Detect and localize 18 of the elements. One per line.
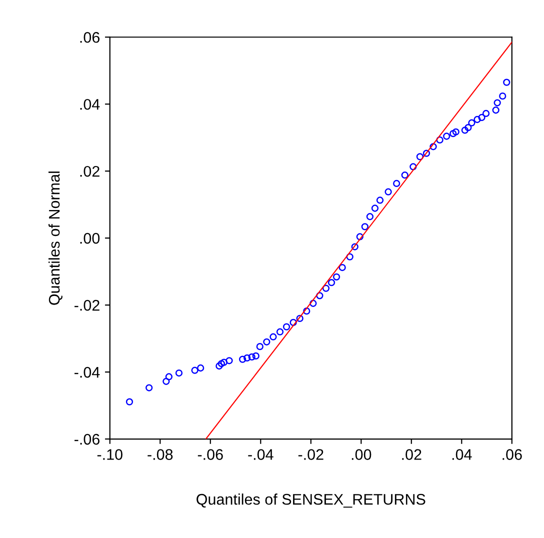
x-tick-label: .06 xyxy=(502,449,522,460)
y-tick-label: .02 xyxy=(80,166,100,177)
x-tick-label: -.10 xyxy=(97,449,122,460)
y-tick-label: .04 xyxy=(80,98,100,110)
x-tick-label: .00 xyxy=(352,449,372,460)
x-tick-label: -.02 xyxy=(298,449,324,460)
x-tick-label: -.06 xyxy=(198,449,223,460)
y-tick-label: -.02 xyxy=(74,300,100,311)
x-tick-label: -.08 xyxy=(148,449,173,460)
y-tick-label: -.06 xyxy=(74,434,100,445)
x-tick-label: .04 xyxy=(452,449,472,460)
y-axis-title: Quantiles of Normal xyxy=(48,172,62,305)
y-tick-label: -.04 xyxy=(74,366,100,378)
y-tick-label: .00 xyxy=(80,232,100,244)
y-tick-label: .06 xyxy=(80,32,100,43)
x-tick-label: -.04 xyxy=(248,449,274,460)
x-tick-label: .02 xyxy=(402,449,422,460)
x-axis-title: Quantiles of SENSEX_RETURNS xyxy=(196,494,426,508)
